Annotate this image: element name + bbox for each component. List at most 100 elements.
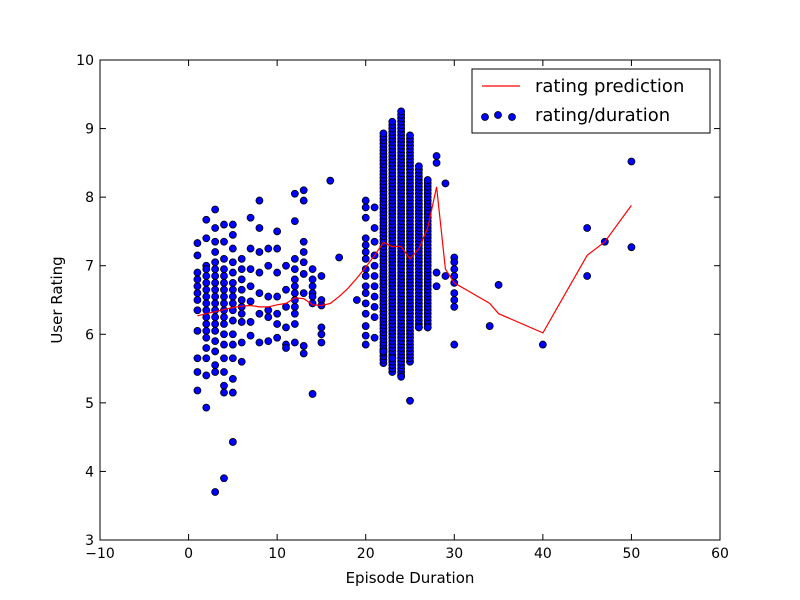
scatter-point: [627, 157, 636, 166]
scatter-point: [228, 230, 237, 239]
scatter-point: [290, 309, 299, 318]
scatter-point: [255, 196, 264, 205]
series-line-rating-prediction: [197, 186, 632, 334]
scatter-point: [211, 488, 220, 496]
scatter-point: [228, 220, 237, 229]
scatter-point: [228, 268, 237, 277]
scatter-point: [264, 313, 273, 322]
scatter-point: [193, 386, 202, 395]
scatter-point: [290, 275, 299, 284]
scatter-point: [202, 265, 211, 274]
scatter-point: [220, 330, 228, 339]
scatter-point: [414, 162, 423, 171]
scatter-point: [450, 340, 459, 349]
scatter-point: [193, 268, 202, 277]
scatter-point: [264, 337, 273, 346]
scatter-point: [299, 248, 308, 256]
scatter-point: [397, 107, 406, 116]
scatter-point: [228, 299, 237, 308]
scatter-point: [202, 354, 211, 363]
scatter-point: [361, 340, 370, 349]
y-tick-label: 10: [76, 53, 94, 69]
scatter-point: [228, 340, 237, 349]
scatter-point: [299, 186, 308, 195]
scatter-point: [211, 320, 220, 328]
scatter-point: [202, 320, 211, 328]
scatter-point: [264, 306, 273, 315]
scatter-point: [228, 330, 237, 339]
scatter-point: [485, 322, 494, 330]
scatter-point: [220, 381, 228, 390]
scatter-point: [282, 285, 290, 294]
scatter-point: [237, 318, 246, 326]
scatter-point: [388, 117, 397, 126]
scatter-point: [282, 261, 290, 270]
scatter-point: [228, 388, 237, 397]
scatter-point: [290, 302, 299, 311]
scatter-points: [193, 107, 636, 496]
scatter-point: [299, 270, 308, 278]
scatter-point: [264, 244, 273, 253]
scatter-point: [317, 272, 326, 280]
scatter-point: [299, 237, 308, 246]
scatter-point: [211, 337, 220, 346]
y-tick-label: 4: [85, 464, 94, 480]
scatter-point: [397, 372, 406, 381]
scatter-point: [361, 234, 370, 243]
scatter-point: [370, 292, 379, 301]
scatter-point: [450, 258, 459, 267]
scatter-point: [583, 224, 592, 232]
scatter-point: [282, 302, 290, 311]
x-tick-label: 50: [623, 546, 641, 562]
y-tick-label: 3: [85, 533, 94, 549]
scatter-point: [246, 244, 255, 253]
scatter-point: [406, 396, 414, 405]
scatter-point: [308, 265, 317, 274]
scatter-point: [193, 296, 202, 304]
scatter-point: [202, 299, 211, 308]
scatter-point: [450, 289, 459, 298]
scatter-point: [255, 338, 264, 347]
scatter-point: [202, 403, 211, 412]
scatter-point: [379, 347, 388, 356]
scatter-point: [273, 309, 282, 318]
scatter-point: [193, 239, 202, 247]
scatter-point: [202, 278, 211, 287]
scatter-point: [308, 390, 317, 398]
scatter-point: [370, 333, 379, 342]
x-tick-label: −10: [85, 546, 115, 562]
scatter-point: [202, 333, 211, 342]
scatter-point: [211, 258, 220, 267]
scatter-point: [335, 253, 344, 262]
scatter-point: [370, 302, 379, 311]
scatter-point: [423, 176, 432, 184]
scatter-point: [220, 254, 228, 263]
scatter-point: [202, 285, 211, 294]
scatter-point: [308, 282, 317, 291]
scatter-point: [414, 323, 423, 332]
scatter-point: [361, 213, 370, 222]
scatter-point: [237, 285, 246, 294]
legend-label-rating-duration: rating/duration: [535, 105, 670, 126]
scatter-point: [237, 265, 246, 274]
scatter-point: [211, 272, 220, 280]
scatter-point: [255, 289, 264, 298]
x-tick-label: 10: [268, 546, 286, 562]
scatter-point: [220, 265, 228, 274]
scatter-point: [290, 320, 299, 328]
scatter-point: [379, 129, 388, 138]
scatter-point: [370, 237, 379, 246]
scatter-point: [255, 309, 264, 318]
scatter-point: [193, 326, 202, 335]
scatter-point: [220, 354, 228, 363]
x-tick-label: 60: [711, 546, 729, 562]
scatter-point: [246, 331, 255, 340]
scatter-point: [361, 299, 370, 308]
scatter-point: [494, 281, 503, 289]
legend-marker: [508, 113, 516, 121]
y-tick-label: 9: [85, 122, 94, 138]
scatter-point: [299, 196, 308, 205]
scatter-point: [317, 323, 326, 332]
scatter-point: [361, 322, 370, 330]
